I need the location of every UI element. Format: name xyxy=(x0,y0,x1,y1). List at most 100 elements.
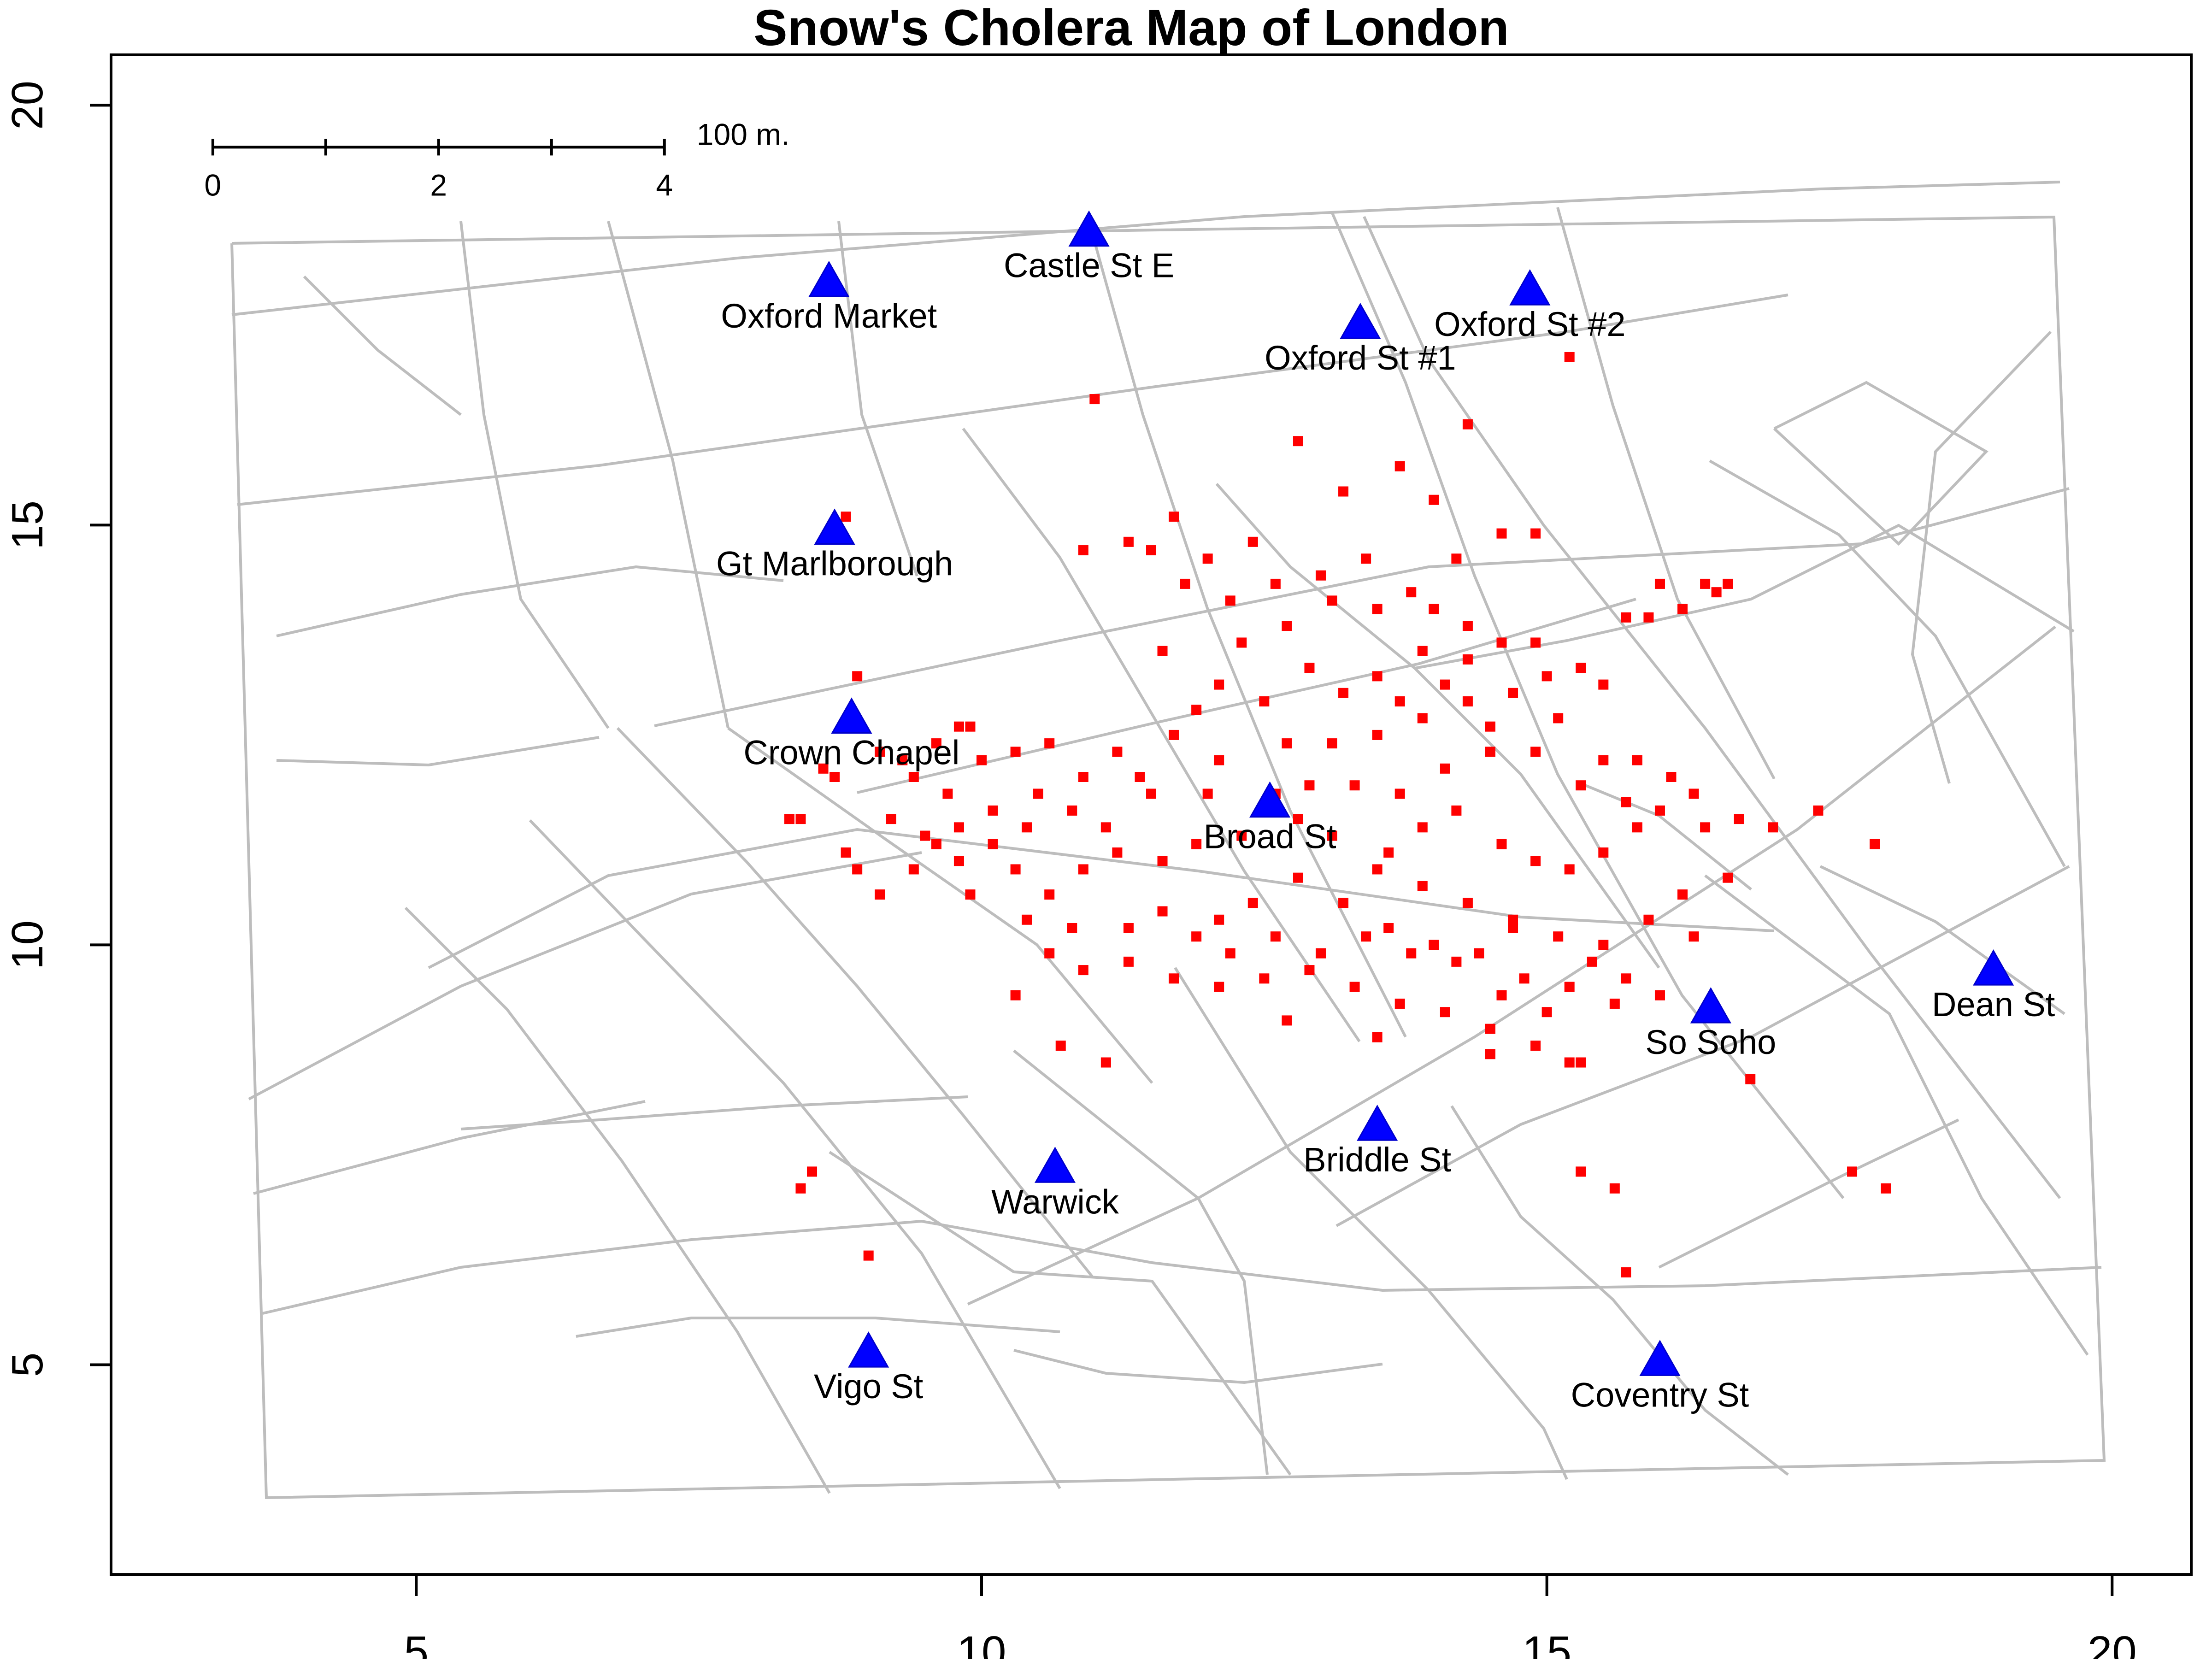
pump-marker xyxy=(1509,269,1551,306)
cholera-death-point xyxy=(1191,705,1202,715)
cholera-death-point xyxy=(1282,621,1292,631)
cholera-death-point xyxy=(1304,965,1315,976)
cholera-death-point xyxy=(1530,747,1541,757)
y-axis: 5 10 15 20 xyxy=(3,81,112,1377)
cholera-death-point xyxy=(1881,1183,1891,1194)
cholera-death-point xyxy=(1598,679,1609,690)
cholera-death-point xyxy=(988,805,998,816)
cholera-death-point xyxy=(1564,352,1575,362)
scale-bar-label: 2 xyxy=(430,168,447,202)
cholera-death-point xyxy=(1112,847,1123,858)
cholera-death-point xyxy=(1485,721,1495,732)
cholera-death-point xyxy=(1293,872,1303,883)
pump-marker xyxy=(1034,1147,1076,1183)
cholera-death-point xyxy=(1259,696,1270,707)
pump-label: Oxford St #2 xyxy=(1434,305,1625,343)
cholera-death-point xyxy=(1010,990,1021,1000)
cholera-death-point xyxy=(1202,553,1213,564)
cholera-death-point xyxy=(1078,864,1088,875)
cholera-death-point xyxy=(953,721,964,732)
cholera-death-point xyxy=(1394,696,1405,707)
cholera-death-point xyxy=(1440,1007,1450,1018)
cholera-death-point xyxy=(1089,394,1100,405)
cholera-death-point xyxy=(1417,881,1428,891)
cholera-death-point xyxy=(1576,663,1586,673)
cholera-death-point xyxy=(1654,990,1665,1000)
cholera-death-point xyxy=(1508,923,1518,933)
cholera-death-point xyxy=(1010,864,1021,875)
cholera-death-point xyxy=(1723,578,1733,589)
cholera-death-point xyxy=(1146,788,1156,799)
cholera-death-point xyxy=(1429,494,1439,505)
cholera-death-point xyxy=(841,512,851,522)
cholera-death-point xyxy=(1112,747,1123,757)
cholera-death-point xyxy=(1530,856,1541,866)
y-tick-label: 5 xyxy=(3,1353,52,1377)
cholera-death-point xyxy=(1564,1057,1575,1068)
pump-marker xyxy=(1690,987,1731,1024)
cholera-death-point xyxy=(1372,604,1382,614)
cholera-death-point xyxy=(1654,578,1665,589)
pump-marker xyxy=(808,260,850,297)
cholera-death-point xyxy=(1157,646,1168,656)
cholera-death-point xyxy=(1169,973,1179,984)
cholera-death-point xyxy=(1394,998,1405,1009)
cholera-death-point xyxy=(1270,578,1281,589)
cholera-death-point xyxy=(1654,805,1665,816)
cholera-death-point xyxy=(1496,637,1507,648)
cholera-death-point xyxy=(1700,578,1711,589)
cholera-death-point xyxy=(1236,637,1247,648)
cholera-death-point xyxy=(1191,839,1202,849)
cholera-death-point xyxy=(841,847,851,858)
cholera-death-point xyxy=(1688,788,1699,799)
cholera-death-point xyxy=(1870,839,1880,849)
cholera-death-point xyxy=(1462,419,1473,429)
cholera-death-point xyxy=(1169,512,1179,522)
cholera-death-point xyxy=(1462,621,1473,631)
cholera-death-point xyxy=(931,738,941,749)
cholera-death-point xyxy=(1496,990,1507,1000)
cholera-death-point xyxy=(908,864,919,875)
cholera-death-point xyxy=(1496,528,1507,539)
cholera-death-point xyxy=(1315,570,1326,581)
cholera-death-point xyxy=(953,856,964,866)
cholera-death-point xyxy=(1564,982,1575,992)
cholera-death-point xyxy=(1338,486,1349,497)
cholera-death-point xyxy=(1078,545,1088,556)
cholera-death-point xyxy=(1496,839,1507,849)
cholera-death-point xyxy=(1700,822,1711,833)
cholera-death-point xyxy=(1078,965,1088,976)
cholera-death-point xyxy=(1847,1166,1858,1177)
cholera-death-point xyxy=(1429,604,1439,614)
y-tick-label: 10 xyxy=(3,920,52,970)
pump-marker xyxy=(1068,210,1110,247)
cholera-death-point xyxy=(1462,898,1473,908)
cholera-death-point xyxy=(1576,1166,1586,1177)
cholera-death-point xyxy=(1123,536,1134,547)
cholera-death-point xyxy=(1327,595,1337,606)
scale-bar-unit: 100 m. xyxy=(697,117,790,151)
cholera-death-point xyxy=(1044,948,1055,959)
cholera-deaths-layer xyxy=(784,352,1891,1278)
cholera-death-point xyxy=(1078,772,1088,782)
cholera-death-point xyxy=(1508,688,1518,698)
cholera-death-point xyxy=(1813,805,1824,816)
cholera-death-point xyxy=(1270,931,1281,942)
cholera-death-point xyxy=(1677,889,1688,900)
cholera-death-point xyxy=(1440,763,1450,774)
cholera-death-point xyxy=(1485,1049,1495,1059)
cholera-death-point xyxy=(886,814,896,824)
cholera-death-point xyxy=(1508,914,1518,925)
cholera-death-point xyxy=(1123,923,1134,933)
cholera-death-point xyxy=(1372,729,1382,740)
cholera-death-point xyxy=(1157,856,1168,866)
cholera-death-point xyxy=(1214,982,1224,992)
cholera-death-point xyxy=(852,671,863,682)
cholera-death-point xyxy=(1282,1015,1292,1026)
pump-label: Gt Marlborough xyxy=(716,544,953,582)
cholera-death-point xyxy=(1372,671,1382,682)
cholera-death-point xyxy=(1033,788,1043,799)
cholera-death-point xyxy=(1304,663,1315,673)
pump-label: Coventry St xyxy=(1571,1376,1749,1414)
cholera-death-point xyxy=(1180,578,1190,589)
